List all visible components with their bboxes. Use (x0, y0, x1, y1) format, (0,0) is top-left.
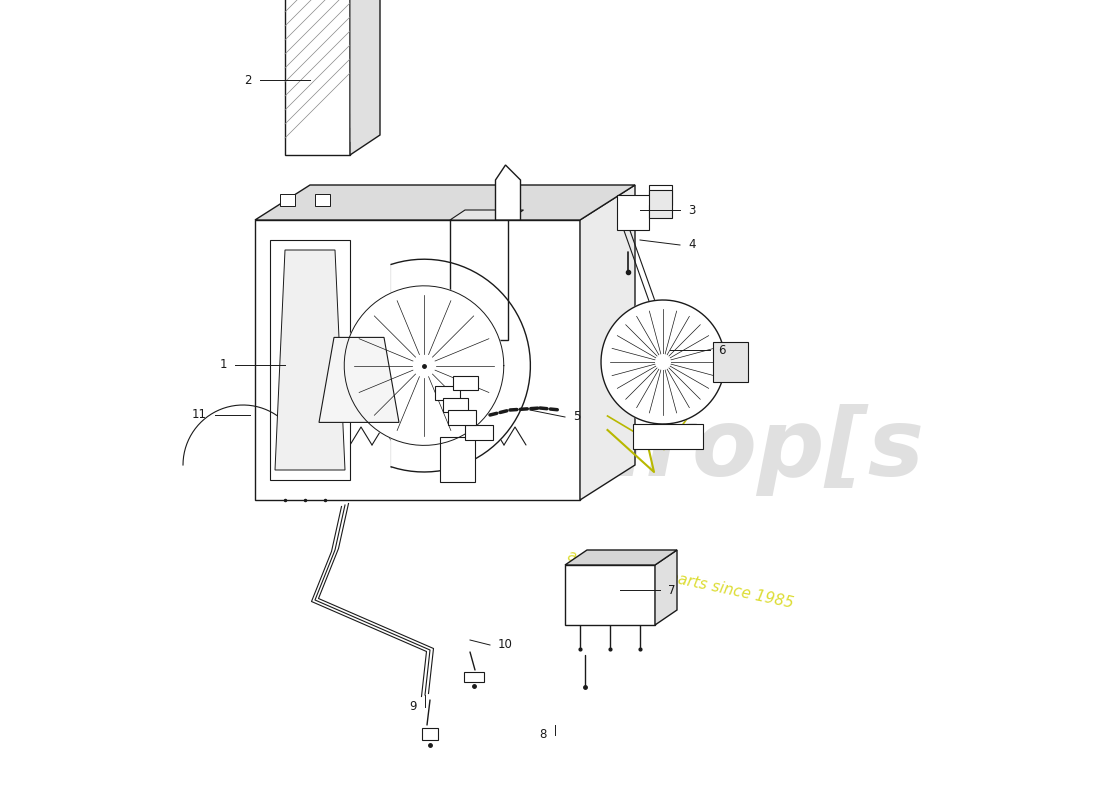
Text: 4: 4 (688, 238, 695, 251)
Polygon shape (275, 250, 345, 470)
Polygon shape (565, 550, 676, 565)
Polygon shape (649, 190, 672, 218)
Text: 8: 8 (540, 729, 547, 742)
Polygon shape (270, 240, 350, 480)
Polygon shape (453, 376, 478, 390)
Polygon shape (315, 194, 330, 206)
Polygon shape (255, 185, 635, 220)
Polygon shape (580, 185, 635, 500)
Polygon shape (654, 550, 676, 625)
Polygon shape (450, 210, 524, 220)
Polygon shape (443, 398, 468, 412)
Polygon shape (617, 185, 672, 230)
Polygon shape (565, 565, 654, 625)
Polygon shape (464, 672, 484, 682)
Text: europ[s: europ[s (515, 404, 925, 496)
Circle shape (656, 354, 670, 370)
Text: 6: 6 (718, 343, 726, 357)
Polygon shape (450, 220, 508, 340)
Polygon shape (392, 259, 530, 472)
Polygon shape (434, 386, 460, 400)
Text: 10: 10 (498, 638, 513, 651)
Text: 1: 1 (220, 358, 227, 371)
Polygon shape (448, 410, 476, 425)
Polygon shape (495, 165, 520, 220)
Text: 3: 3 (688, 203, 695, 217)
Polygon shape (601, 300, 725, 424)
Polygon shape (713, 342, 748, 382)
Polygon shape (440, 437, 475, 482)
Polygon shape (280, 194, 295, 206)
Polygon shape (319, 338, 399, 422)
Polygon shape (465, 425, 493, 440)
Polygon shape (285, 0, 350, 155)
Polygon shape (632, 424, 703, 449)
Polygon shape (350, 0, 380, 155)
Text: 5: 5 (573, 410, 581, 423)
Text: 2: 2 (244, 74, 252, 86)
Polygon shape (255, 220, 580, 500)
Text: 7: 7 (668, 583, 675, 597)
Text: 9: 9 (409, 701, 417, 714)
Text: 11: 11 (192, 409, 207, 422)
Polygon shape (344, 286, 504, 446)
Text: a passion for parts since 1985: a passion for parts since 1985 (565, 549, 794, 611)
Polygon shape (422, 728, 438, 740)
